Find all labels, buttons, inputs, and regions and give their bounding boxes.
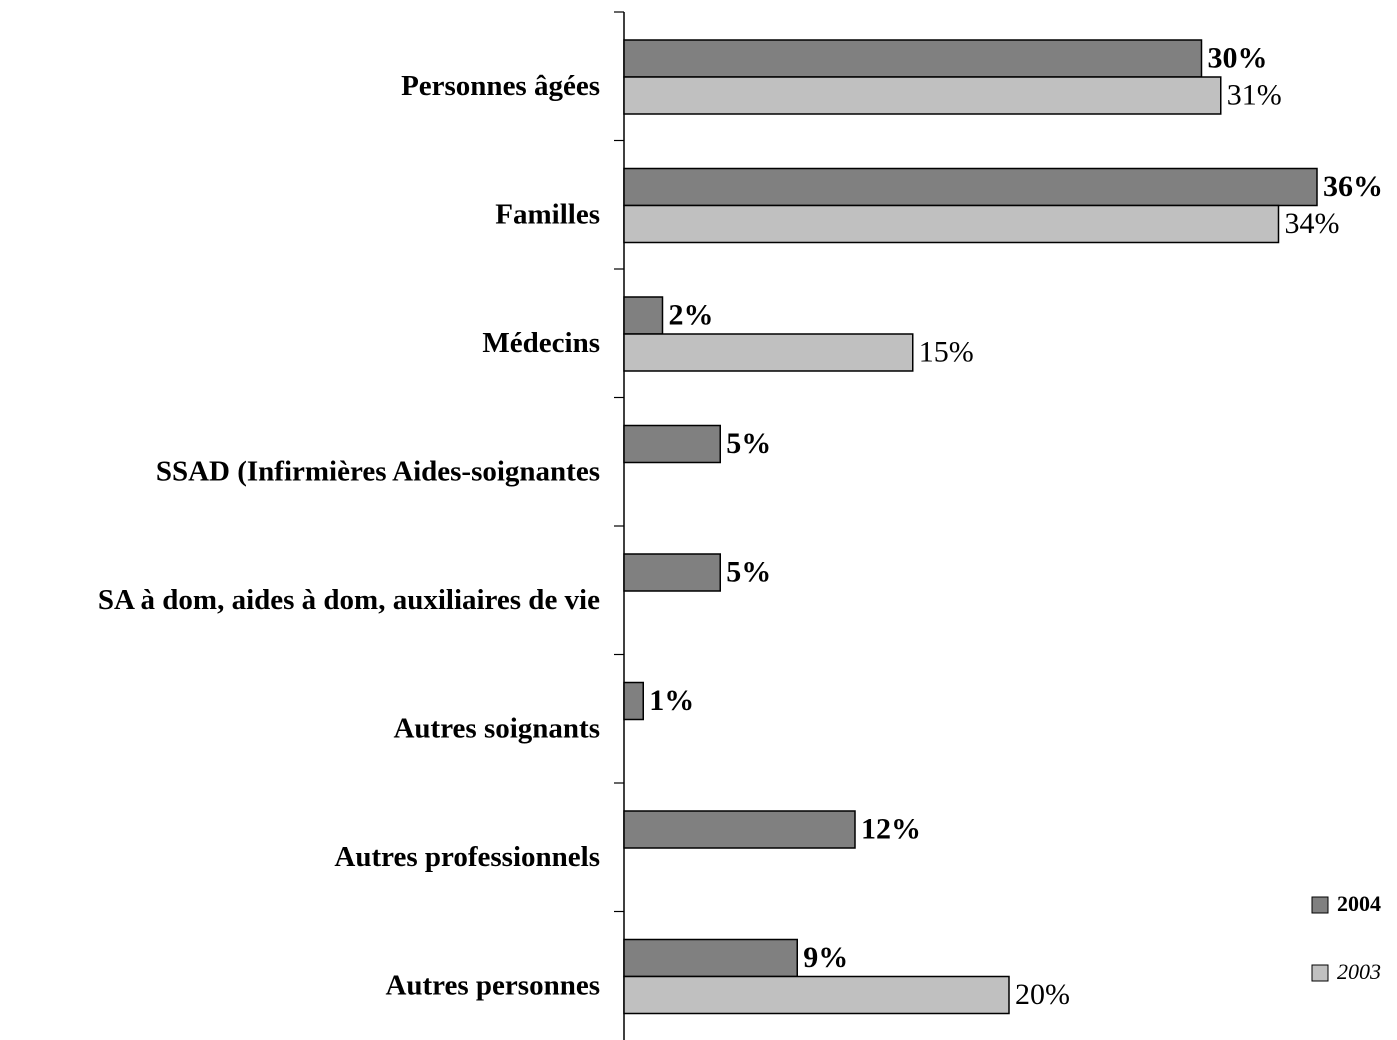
value-label: 5%	[726, 555, 771, 588]
value-label: 12%	[861, 812, 921, 845]
category-label: Autres soignants	[393, 712, 600, 744]
category-label: SA à dom, aides à dom, auxiliaires de vi…	[98, 584, 600, 616]
category-label: Personnes âgées	[401, 70, 600, 102]
category-label: Médecins	[482, 327, 600, 359]
value-label: 36%	[1323, 170, 1383, 203]
value-label: 9%	[803, 941, 848, 974]
value-label: 20%	[1015, 978, 1070, 1011]
bar	[623, 167, 1318, 207]
legend-label: 2003	[1337, 959, 1381, 984]
bar	[623, 39, 1203, 78]
bar	[623, 810, 856, 849]
bar	[623, 333, 914, 372]
bar	[623, 975, 1010, 1015]
category-label: Autres personnes	[385, 969, 600, 1001]
bar	[623, 296, 664, 335]
value-label: 5%	[726, 427, 771, 460]
bar	[623, 204, 1280, 244]
bar	[623, 553, 721, 592]
value-label: 2%	[669, 298, 714, 331]
bar	[623, 76, 1222, 115]
value-label: 31%	[1227, 78, 1282, 111]
value-label: 30%	[1208, 41, 1268, 74]
bar	[623, 424, 721, 464]
category-label: SSAD (Infirmières Aides-soignantes	[156, 455, 600, 487]
category-label: Familles	[495, 198, 600, 230]
legend-swatch	[1311, 964, 1329, 982]
legend-swatch	[1311, 896, 1329, 914]
value-label: 34%	[1285, 207, 1340, 240]
bar	[623, 938, 798, 978]
bar	[623, 681, 644, 721]
value-label: 1%	[649, 684, 694, 717]
value-label: 15%	[919, 335, 974, 368]
category-label: Autres professionnels	[334, 841, 600, 873]
legend-label: 2004	[1337, 891, 1381, 916]
